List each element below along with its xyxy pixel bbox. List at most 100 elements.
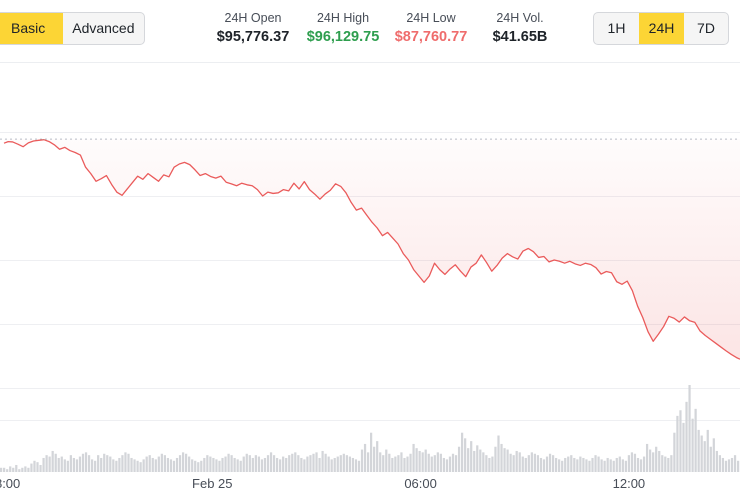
volume-bar xyxy=(415,448,418,472)
volume-bar xyxy=(733,455,737,472)
volume-bar xyxy=(379,452,382,472)
volume-bar xyxy=(360,449,364,472)
volume-bar xyxy=(624,460,627,472)
volume-bar xyxy=(206,455,209,472)
volume-bar xyxy=(0,467,3,472)
stat-24h-high: 24H High $96,129.75 xyxy=(298,11,388,45)
volume-bar xyxy=(585,459,588,472)
volume-bar xyxy=(721,457,725,472)
volume-bar xyxy=(300,457,303,472)
volume-bar xyxy=(697,429,700,472)
volume-bar xyxy=(215,459,218,472)
volume-bar xyxy=(81,453,85,472)
volume-bar xyxy=(394,456,397,472)
volume-bar xyxy=(282,456,285,472)
volume-bar xyxy=(51,450,54,472)
volume-bar xyxy=(385,449,388,472)
volume-bar xyxy=(175,457,179,472)
volume-bar xyxy=(642,456,646,472)
volume-bar xyxy=(536,455,540,472)
volume-bar xyxy=(652,452,655,472)
volume-bar xyxy=(27,467,30,472)
volume-bar xyxy=(591,457,594,472)
volume-bar xyxy=(348,456,351,472)
volume-bar xyxy=(491,456,494,472)
timeframe-switch: 1H 24H 7D xyxy=(593,12,729,45)
volume-bar xyxy=(685,401,688,472)
volume-bar xyxy=(303,459,306,472)
volume-bar xyxy=(476,445,479,472)
stat-value: $95,776.37 xyxy=(216,29,290,45)
price-area-fill xyxy=(4,139,740,360)
volume-bar xyxy=(403,457,406,472)
volume-bar xyxy=(366,452,370,472)
volume-bar xyxy=(573,457,576,472)
timeframe-24h[interactable]: 24H xyxy=(639,13,684,44)
volume-bar xyxy=(718,455,721,472)
volume-bar xyxy=(15,464,18,472)
volume-bar xyxy=(118,457,121,472)
volume-bar xyxy=(555,457,558,472)
volume-bar xyxy=(551,455,555,472)
volume-bar xyxy=(60,456,63,472)
volume-bar xyxy=(142,459,145,472)
volume-bar xyxy=(533,453,536,472)
volume-bar xyxy=(561,460,564,472)
volume-bar xyxy=(664,456,667,472)
volume-bar xyxy=(230,455,233,472)
volume-bar xyxy=(345,455,348,472)
timeframe-7d[interactable]: 7D xyxy=(697,20,715,36)
x-tick-label: 12:00 xyxy=(613,476,646,491)
volume-bar xyxy=(694,408,697,472)
mode-tab-advanced[interactable]: Advanced xyxy=(72,20,135,36)
volume-bar xyxy=(178,455,182,472)
volume-bar xyxy=(185,453,188,472)
volume-bar xyxy=(567,456,570,472)
volume-bar xyxy=(36,462,39,472)
volume-bar xyxy=(679,410,682,472)
volume-bar xyxy=(324,453,327,472)
volume-bar xyxy=(655,446,658,472)
timeframe-1h[interactable]: 1H xyxy=(607,20,626,36)
volume-bar xyxy=(321,450,324,472)
volume-bar xyxy=(297,455,300,472)
volume-bar xyxy=(136,460,139,472)
volume-bar xyxy=(600,459,603,472)
volume-bar xyxy=(263,457,267,472)
volume-bar xyxy=(630,452,634,472)
volume-bar xyxy=(421,452,424,472)
volume-bar xyxy=(363,443,367,472)
volume-bar xyxy=(724,460,728,472)
volume-bar xyxy=(509,453,512,472)
volume-bar xyxy=(172,460,176,472)
volume-bar xyxy=(448,456,452,472)
volume-bar xyxy=(579,456,582,472)
volume-bar xyxy=(636,457,640,472)
volume-bar xyxy=(548,453,552,472)
volume-bar xyxy=(24,466,27,472)
mode-tab-basic[interactable]: Basic xyxy=(0,13,64,44)
volume-bar xyxy=(351,457,355,472)
volume-bar xyxy=(500,443,503,472)
volume-bar xyxy=(121,455,124,472)
volume-bar xyxy=(376,441,379,472)
volume-bar xyxy=(9,466,12,472)
header-divider xyxy=(0,62,740,63)
volume-bar xyxy=(576,459,579,472)
volume-bar xyxy=(90,459,94,472)
volume-bar xyxy=(30,463,33,472)
volume-bar xyxy=(200,460,203,472)
volume-bar xyxy=(342,453,345,472)
volume-bar xyxy=(157,456,160,472)
x-tick-label: 18:00 xyxy=(0,476,20,491)
volume-bar xyxy=(239,460,242,472)
volume-bar xyxy=(181,452,185,472)
stat-label: 24H Vol. xyxy=(496,11,544,25)
volume-bar xyxy=(291,453,294,472)
volume-bar xyxy=(736,460,740,472)
volume-bar xyxy=(3,467,6,472)
volume-bar xyxy=(66,460,69,472)
volume-bar xyxy=(148,455,151,472)
volume-bar xyxy=(294,452,297,472)
volume-bar xyxy=(539,457,543,472)
